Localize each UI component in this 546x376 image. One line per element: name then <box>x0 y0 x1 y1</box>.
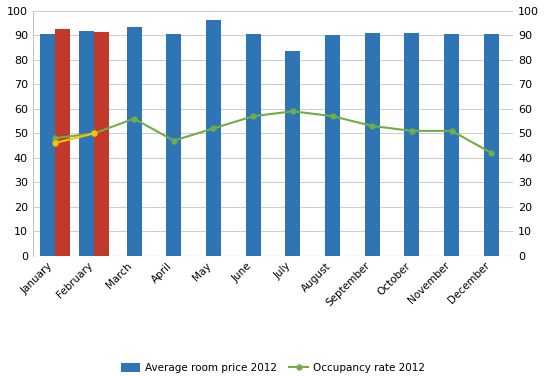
Bar <box>484 34 499 256</box>
Bar <box>365 33 380 256</box>
Bar <box>405 33 419 256</box>
Bar <box>246 34 260 256</box>
Bar <box>286 52 300 256</box>
Bar <box>166 34 181 256</box>
Bar <box>444 34 459 256</box>
Bar <box>127 27 141 256</box>
Bar <box>206 20 221 256</box>
Bar <box>79 30 94 256</box>
Bar <box>39 34 55 256</box>
Legend: Average room price 2012, Average room price 2013, Occupancy rate 2012, Occupancy: Average room price 2012, Average room pr… <box>117 359 429 376</box>
Bar <box>55 29 70 256</box>
Bar <box>325 35 340 256</box>
Bar <box>94 32 109 256</box>
